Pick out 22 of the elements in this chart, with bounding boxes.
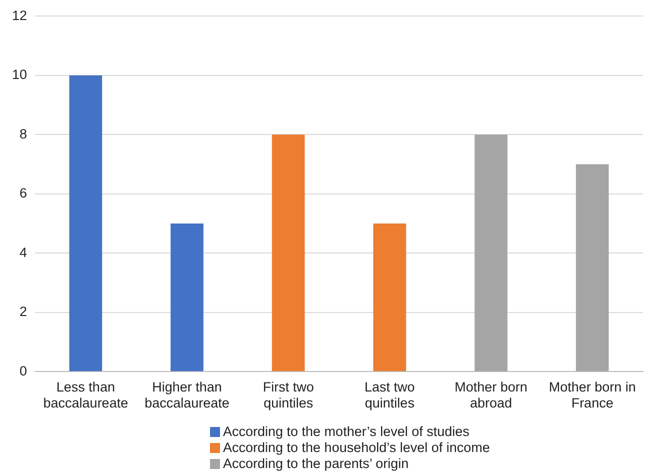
legend-label: According to the household’s level of income: [223, 440, 490, 456]
x-tick-label: Mother born in France: [548, 379, 636, 411]
y-tick-label: 4: [20, 244, 28, 260]
x-tick-label: First two quintiles: [262, 379, 314, 411]
x-tick-label: Last two quintiles: [364, 379, 415, 411]
bar: [69, 75, 102, 372]
x-tick-label: Mother born abroad: [454, 379, 528, 411]
x-tick-label: Less than baccalaureate: [43, 379, 128, 411]
legend-label: According to the parents’ origin: [223, 456, 409, 472]
y-tick-label: 12: [12, 8, 28, 23]
y-tick-label: 2: [20, 304, 28, 320]
x-tick-label: Higher than baccalaureate: [144, 379, 230, 411]
bar: [373, 223, 406, 372]
bar: [576, 164, 609, 372]
bar: [474, 134, 508, 372]
legend-label: According to the mother’s level of studies: [223, 424, 470, 440]
y-tick-label: 6: [20, 186, 28, 201]
bar: [272, 134, 305, 372]
y-tick-label: 8: [20, 126, 28, 142]
bar: [170, 223, 204, 372]
y-tick-label: 10: [12, 67, 28, 82]
y-tick-label: 0: [20, 363, 28, 378]
